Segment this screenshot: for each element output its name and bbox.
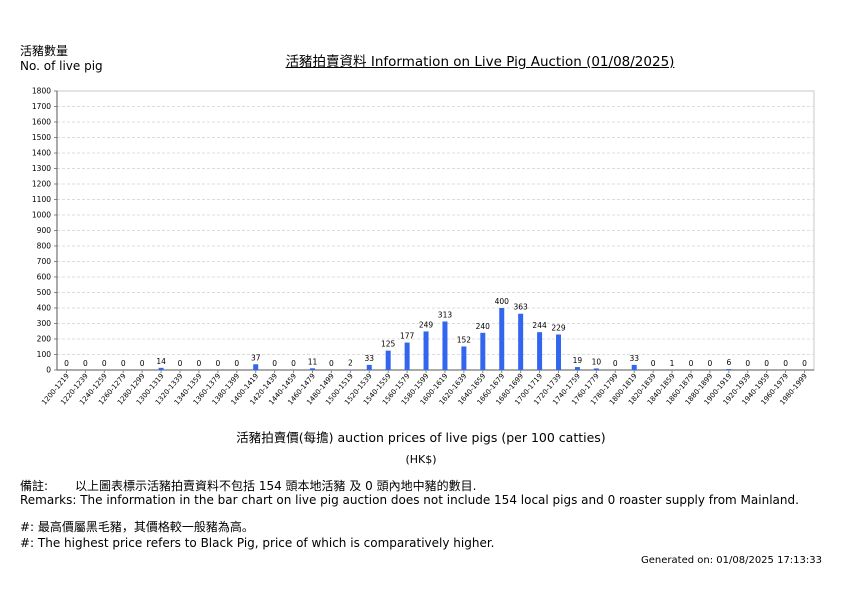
bar-value-label: 1	[670, 359, 675, 368]
bar-value-label: 400	[495, 297, 510, 306]
bar-value-label: 363	[513, 303, 528, 312]
bar-value-label: 0	[651, 359, 656, 368]
y-tick-label: 1200	[32, 180, 51, 189]
bar	[309, 368, 315, 370]
generated-timestamp: Generated on: 01/08/2025 17:13:33	[641, 555, 822, 566]
bar-value-label: 125	[381, 340, 396, 349]
bar-value-label: 0	[329, 359, 334, 368]
bar	[537, 332, 543, 370]
bar-value-label: 313	[438, 310, 453, 319]
bar	[593, 368, 599, 370]
bar	[726, 369, 732, 370]
bar-value-label: 2	[348, 359, 353, 368]
y-tick-label: 1600	[32, 118, 51, 127]
bar-value-label: 0	[745, 359, 750, 368]
bar	[158, 367, 164, 370]
highest-price-note-chinese: #: 最高價屬黑毛豬，其價格較一般豬為高。	[20, 520, 254, 534]
bar	[366, 364, 372, 370]
bar-value-label: 0	[102, 359, 107, 368]
y-tick-label: 300	[37, 319, 52, 328]
y-tick-label: 400	[37, 304, 52, 313]
y-tick-label: 1800	[32, 87, 51, 96]
remarks-label-chinese: 備註:	[20, 479, 49, 493]
bar	[253, 364, 259, 370]
bar	[442, 321, 448, 370]
bar-value-label: 6	[726, 358, 731, 367]
bar	[518, 313, 524, 370]
bar-value-label: 0	[613, 359, 618, 368]
bar-value-label: 0	[764, 359, 769, 368]
x-axis-unit: (HK$)	[405, 453, 437, 466]
bar	[574, 367, 580, 370]
bar-value-label: 0	[291, 359, 296, 368]
bar-value-label: 240	[476, 322, 491, 331]
y-axis-title-english: No. of live pig	[20, 59, 103, 73]
bar-value-label: 152	[457, 335, 472, 344]
y-tick-label: 800	[37, 242, 52, 251]
bar-value-label: 0	[64, 359, 69, 368]
bar-value-label: 0	[272, 359, 277, 368]
y-tick-label: 1700	[32, 102, 51, 111]
bar	[499, 308, 505, 370]
y-tick-label: 1400	[32, 149, 51, 158]
x-axis-label: 活豬拍賣價(每擔) auction prices of live pigs (p…	[236, 430, 606, 445]
y-tick-label: 200	[37, 335, 52, 344]
bar	[556, 334, 562, 370]
y-tick-label: 700	[37, 257, 52, 266]
bar-value-label: 229	[551, 324, 566, 333]
y-tick-label: 900	[37, 226, 52, 235]
bar-value-label: 244	[532, 321, 547, 330]
bar-value-label: 249	[419, 320, 434, 329]
bar-value-label: 14	[156, 357, 166, 366]
bar	[461, 346, 467, 370]
bar-value-label: 0	[121, 359, 126, 368]
bar-value-label: 0	[215, 359, 220, 368]
bar-value-label: 0	[83, 359, 88, 368]
bar-value-label: 37	[251, 353, 261, 362]
bar-value-label: 0	[140, 359, 145, 368]
y-tick-label: 1100	[32, 195, 51, 204]
bar-value-label: 0	[708, 359, 713, 368]
bar	[385, 350, 391, 370]
bar-value-label: 33	[364, 354, 374, 363]
bar-value-label: 177	[400, 332, 415, 341]
bar	[423, 331, 429, 370]
bar	[631, 364, 637, 370]
y-tick-label: 500	[37, 288, 52, 297]
bar-value-label: 0	[689, 359, 694, 368]
bar-value-label: 0	[197, 359, 202, 368]
y-tick-label: 100	[37, 350, 52, 359]
highest-price-note-english: #: The highest price refers to Black Pig…	[20, 536, 495, 550]
bar	[404, 342, 410, 370]
bar-value-label: 11	[308, 357, 318, 366]
bar-value-label: 0	[178, 359, 183, 368]
y-tick-label: 1500	[32, 133, 51, 142]
y-tick-label: 600	[37, 273, 52, 282]
bar	[480, 332, 486, 370]
bar-value-label: 10	[592, 357, 602, 366]
bar-value-label: 0	[802, 359, 807, 368]
bar-value-label: 0	[783, 359, 788, 368]
remarks-text-chinese: 以上圖表標示活豬拍賣資料不包括 154 頭本地活豬 及 0 頭內地中豬的數目.	[75, 479, 477, 493]
y-tick-label: 1300	[32, 164, 51, 173]
bar-value-label: 0	[234, 359, 239, 368]
y-axis-title-chinese: 活豬數量	[20, 44, 69, 58]
remarks-text-english: Remarks: The information in the bar char…	[20, 493, 799, 507]
bar-value-label: 33	[629, 354, 639, 363]
plot-area	[56, 90, 815, 371]
y-tick-label: 1000	[32, 211, 51, 220]
bar-value-label: 19	[573, 356, 583, 365]
chart-title: 活豬拍賣資料 Information on Live Pig Auction (…	[285, 54, 675, 70]
y-tick-label: 0	[46, 366, 51, 375]
